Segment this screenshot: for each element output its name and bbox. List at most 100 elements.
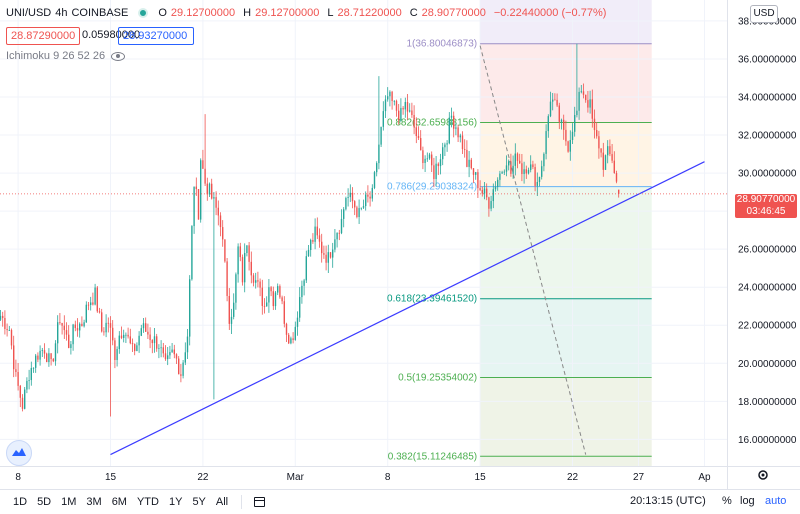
candle-body <box>266 302 268 307</box>
candle-body <box>611 154 613 161</box>
range-ytd[interactable]: YTD <box>136 496 159 508</box>
utc-clock[interactable]: 20:13:15 (UTC) <box>630 495 706 507</box>
low-value: 28.71220000 <box>337 7 402 19</box>
candle-body <box>162 347 164 354</box>
candle-body <box>442 147 444 160</box>
candle-body <box>505 165 508 172</box>
range-3m[interactable]: 3M <box>86 496 102 508</box>
candle-body <box>490 201 492 209</box>
range-1m[interactable]: 1M <box>61 496 77 508</box>
currency-button[interactable]: USD <box>750 5 778 23</box>
candle-body <box>369 196 371 199</box>
candle-body <box>68 334 70 349</box>
candle-body <box>107 322 109 324</box>
candle-body <box>367 194 369 197</box>
indicator-legend[interactable]: Ichimoku 9 26 52 26 <box>6 50 126 62</box>
range-all[interactable]: All <box>215 496 229 508</box>
candle-body <box>151 340 153 344</box>
candle-body <box>261 287 263 306</box>
low-label: L <box>327 7 334 19</box>
candle-body <box>24 389 26 409</box>
fib-zone-bottom <box>480 456 652 466</box>
candle-body <box>292 338 294 340</box>
sell-price-button[interactable]: 28.87290000 <box>6 27 80 45</box>
gear-icon[interactable] <box>757 469 769 481</box>
candle-body <box>538 176 541 182</box>
candle-body <box>48 353 50 363</box>
candle-body <box>268 287 270 303</box>
y-tick-label: 20.00000000 <box>738 359 797 370</box>
candle-body <box>228 295 230 324</box>
fib-zone <box>480 186 652 299</box>
candle-body <box>211 183 213 199</box>
candle-body <box>112 327 114 341</box>
range-1d[interactable]: 1D <box>13 496 28 508</box>
auto-scale-button[interactable]: auto <box>765 495 787 507</box>
candle-body <box>351 192 354 202</box>
candle-body <box>83 322 85 327</box>
candle-body <box>466 149 468 167</box>
candle-body <box>39 350 41 360</box>
candle-body <box>85 304 87 323</box>
candle-body <box>140 328 142 336</box>
interval-label[interactable]: 4h <box>55 7 68 19</box>
candle-body <box>334 239 336 250</box>
candle-body <box>464 149 466 150</box>
candle-body <box>411 110 413 115</box>
candle-body <box>158 348 160 350</box>
candle-body <box>57 322 59 344</box>
candle-body <box>156 336 158 349</box>
candle-body <box>134 344 136 352</box>
candle-body <box>501 172 503 174</box>
range-1y[interactable]: 1Y <box>168 496 183 508</box>
candle-body <box>197 189 200 220</box>
candle-body <box>448 117 450 144</box>
candle-body <box>2 315 4 319</box>
candle-body <box>274 292 277 307</box>
candle-body <box>312 240 314 242</box>
candle-body <box>391 91 393 102</box>
candle-body <box>431 154 433 166</box>
candle-body <box>74 324 76 329</box>
fib-level-label: 0.786(29.29038324) <box>387 182 477 193</box>
candle-body <box>87 304 90 306</box>
x-tick-label: 22 <box>197 472 209 483</box>
candle-body <box>208 183 211 195</box>
candle-body <box>15 369 17 373</box>
eye-icon[interactable] <box>111 51 126 61</box>
candle-body <box>239 246 241 258</box>
fib-trend-line <box>479 45 587 455</box>
candle-body <box>402 107 404 110</box>
candle-body <box>481 190 483 194</box>
candle-body <box>189 279 191 337</box>
candle-body <box>541 166 543 177</box>
percent-scale-button[interactable]: % <box>722 495 732 507</box>
candle-body <box>459 135 461 138</box>
candle-body <box>285 323 288 335</box>
current-price-label: 28.90770000 03:46:45 <box>735 194 797 218</box>
candle-body <box>316 226 318 236</box>
candle-body <box>255 280 257 283</box>
range-6m[interactable]: 6M <box>111 496 127 508</box>
calendar-icon[interactable] <box>254 497 266 507</box>
log-scale-button[interactable]: log <box>740 495 755 507</box>
candle-body <box>76 328 79 331</box>
fib-level-label: 0.382(15.11246485) <box>388 451 477 462</box>
y-tick-label: 22.00000000 <box>738 321 797 332</box>
open-label: O <box>158 7 167 19</box>
candle-body <box>470 159 472 169</box>
candle-body <box>532 164 534 168</box>
high-label: H <box>243 7 252 19</box>
buy-price-button[interactable]: 28.93270000 <box>118 27 194 45</box>
tradingview-logo-icon[interactable] <box>6 440 32 466</box>
range-5y[interactable]: 5Y <box>192 496 206 508</box>
candle-body <box>343 209 345 219</box>
candle-body <box>472 168 475 175</box>
candle-body <box>290 338 292 344</box>
candle-body <box>510 161 512 174</box>
range-5d[interactable]: 5D <box>37 496 52 508</box>
symbol-name[interactable]: UNI/USD <box>6 7 52 19</box>
candle-body <box>246 245 248 254</box>
candle-body <box>587 100 589 108</box>
